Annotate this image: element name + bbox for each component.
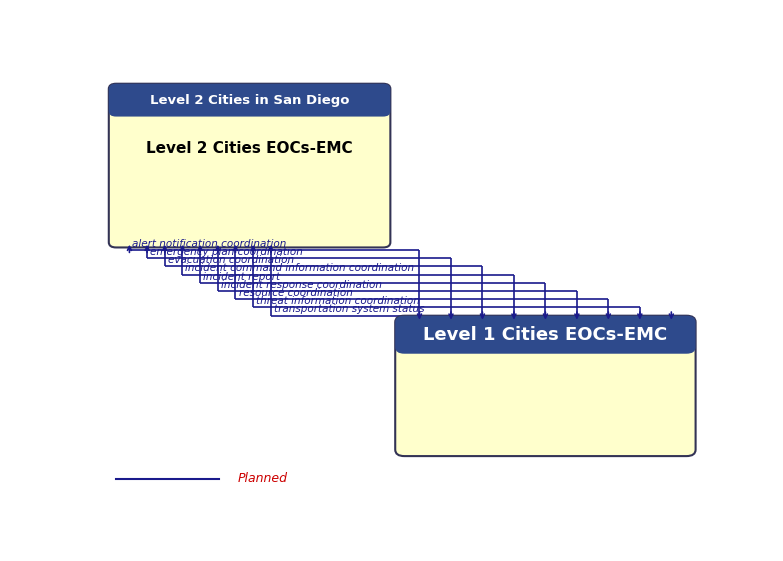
Text: incident command information coordination: incident command information coordinatio… [186, 263, 415, 273]
FancyBboxPatch shape [395, 316, 695, 456]
Text: resource coordination: resource coordination [239, 288, 352, 298]
Bar [404, 335, 687, 347]
Text: threat information coordination: threat information coordination [256, 296, 420, 306]
Bar [116, 100, 383, 112]
Text: incident response coordination: incident response coordination [221, 280, 382, 290]
FancyBboxPatch shape [109, 84, 391, 247]
Text: transportation system status: transportation system status [274, 305, 424, 314]
Text: emergency plan coordination: emergency plan coordination [150, 247, 303, 257]
Text: incident report: incident report [203, 272, 280, 282]
Text: Planned: Planned [237, 472, 287, 485]
FancyBboxPatch shape [109, 84, 391, 117]
Text: evacuation coordination: evacuation coordination [168, 255, 294, 265]
Text: Level 1 Cities EOCs-EMC: Level 1 Cities EOCs-EMC [424, 326, 668, 344]
Text: Level 2 Cities in San Diego: Level 2 Cities in San Diego [150, 94, 349, 107]
Text: Level 2 Cities EOCs-EMC: Level 2 Cities EOCs-EMC [146, 140, 353, 155]
Text: alert notification coordination: alert notification coordination [132, 239, 287, 249]
FancyBboxPatch shape [395, 316, 695, 354]
